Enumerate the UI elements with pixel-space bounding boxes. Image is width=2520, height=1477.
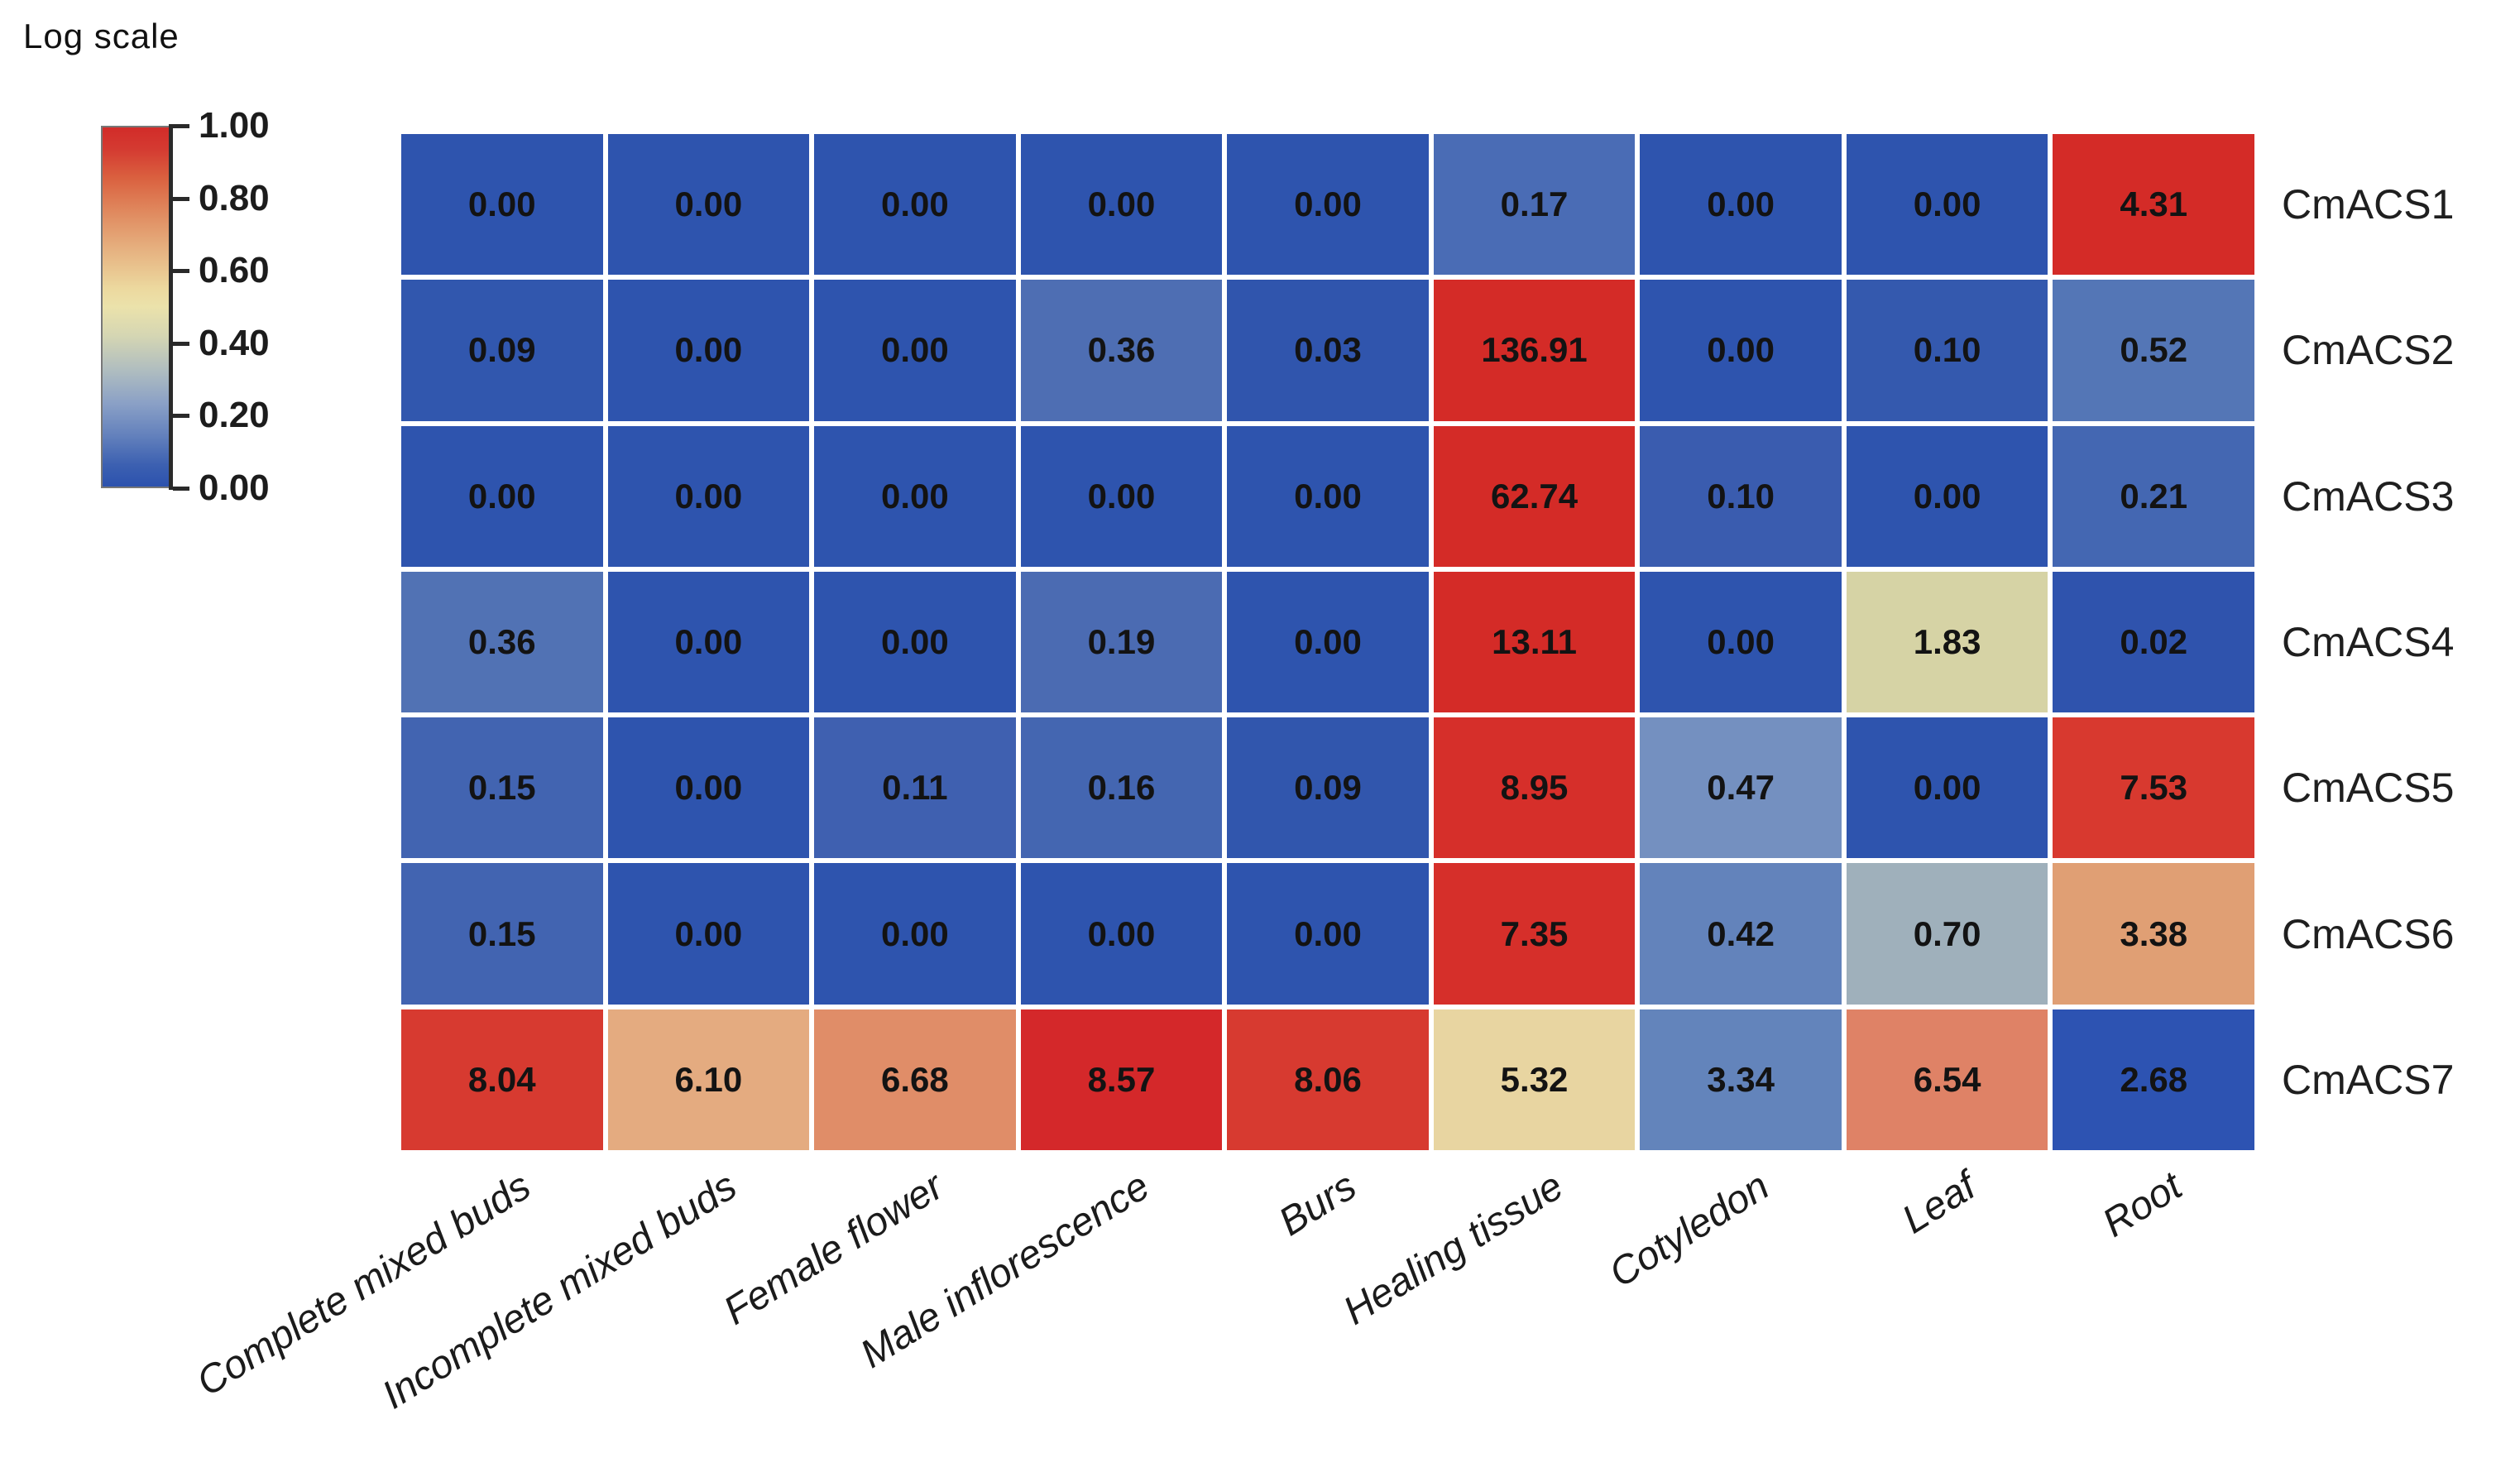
heatmap-cell: 0.00 <box>607 425 810 567</box>
colorbar-tick-mark <box>173 341 189 346</box>
colorbar-tick-label: 0.40 <box>199 322 270 363</box>
heatmap-cell: 0.00 <box>1020 425 1223 567</box>
heatmap-cell: 0.36 <box>401 571 603 713</box>
heatmap-cell: 8.06 <box>1227 1009 1429 1150</box>
heatmap-cell: 0.10 <box>1640 425 1842 567</box>
heatmap-cell: 0.00 <box>1227 134 1429 276</box>
row-label-cmacs4: CmACS4 <box>2282 619 2455 665</box>
heatmap-cell: 0.00 <box>1020 134 1223 276</box>
heatmap-cell: 8.57 <box>1020 1009 1223 1150</box>
heatmap-cell: 5.32 <box>1433 1009 1636 1150</box>
heatmap-cell: 0.00 <box>607 280 810 421</box>
heatmap-cell: 0.00 <box>1227 425 1429 567</box>
heatmap-cell: 0.00 <box>1227 863 1429 1005</box>
heatmap-cell: 0.00 <box>401 425 603 567</box>
column-label: Cotyledon <box>1602 1163 1777 1297</box>
column-label: Complete mixed buds <box>189 1163 539 1405</box>
heatmap-cell: 0.47 <box>1640 717 1842 859</box>
heatmap-grid: 0.00 0.00 0.00 0.00 0.00 0.17 0.00 0.00 4.31 0.09… <box>401 134 2254 1150</box>
heatmap-cell: 0.19 <box>1020 571 1223 713</box>
heatmap-cell: 0.00 <box>1227 571 1429 713</box>
column-label: Incomplete mixed buds <box>375 1163 745 1418</box>
heatmap-cell: 0.00 <box>607 571 810 713</box>
heatmap-cell: 13.11 <box>1433 571 1636 713</box>
heatmap-cell: 4.31 <box>2053 134 2254 276</box>
colorbar-tick-mark <box>173 487 189 491</box>
heatmap-cell: 0.00 <box>1640 280 1842 421</box>
heatmap-cell: 0.11 <box>814 717 1016 859</box>
column-label: Root <box>2095 1163 2190 1246</box>
heatmap-cell: 7.53 <box>2053 717 2254 859</box>
row-label-cmacs7: CmACS7 <box>2282 1056 2455 1103</box>
heatmap-cell: 0.09 <box>401 280 603 421</box>
heatmap-cell: 0.09 <box>1227 717 1429 859</box>
heatmap-cell: 0.00 <box>814 571 1016 713</box>
heatmap-cell: 0.00 <box>1846 717 2048 859</box>
column-label-box: Complete mixed buds <box>0 1163 539 1477</box>
heatmap-cell: 0.21 <box>2053 425 2254 567</box>
heatmap-cell: 0.00 <box>1640 134 1842 276</box>
heatmap-cell: 0.00 <box>607 134 810 276</box>
row-label-cmacs1: CmACS1 <box>2282 181 2455 228</box>
heatmap-cell: 0.00 <box>814 863 1016 1005</box>
heatmap-cell: 0.02 <box>2053 571 2254 713</box>
heatmap-cell: 0.00 <box>814 134 1016 276</box>
heatmap-cell: 0.00 <box>814 425 1016 567</box>
colorbar-tick-label: 0.60 <box>199 250 270 291</box>
heatmap-cell: 0.36 <box>1020 280 1223 421</box>
row-label-cmacs6: CmACS6 <box>2282 910 2455 957</box>
colorbar-gradient <box>101 126 170 488</box>
heatmap-cell: 3.38 <box>2053 863 2254 1005</box>
heatmap-cell: 3.34 <box>1640 1009 1842 1150</box>
heatmap-cell: 0.03 <box>1227 280 1429 421</box>
heatmap-cell: 0.00 <box>814 280 1016 421</box>
colorbar-axis-spine <box>169 124 173 490</box>
row-label-cmacs3: CmACS3 <box>2282 472 2455 520</box>
heatmap-cell: 0.16 <box>1020 717 1223 859</box>
heatmap-cell: 0.42 <box>1640 863 1842 1005</box>
heatmap-cell: 0.00 <box>1846 425 2048 567</box>
heatmap-cell: 0.10 <box>1846 280 2048 421</box>
heatmap-cell: 1.83 <box>1846 571 2048 713</box>
heatmap-cell: 6.10 <box>607 1009 810 1150</box>
heatmap-cell: 7.35 <box>1433 863 1636 1005</box>
row-label-cmacs5: CmACS5 <box>2282 765 2455 812</box>
colorbar-title: Log scale <box>23 17 180 55</box>
colorbar-tick-label: 0.20 <box>199 395 270 436</box>
heatmap-cell: 0.15 <box>401 717 603 859</box>
heatmap-cell: 0.52 <box>2053 280 2254 421</box>
heatmap-cell: 0.15 <box>401 863 603 1005</box>
colorbar-tick-mark <box>173 269 189 274</box>
heatmap-cell: 62.74 <box>1433 425 1636 567</box>
heatmap-cell: 136.91 <box>1433 280 1636 421</box>
heatmap-cell: 0.00 <box>401 134 603 276</box>
heatmap-cell: 6.54 <box>1846 1009 2048 1150</box>
heatmap-cell: 0.00 <box>607 717 810 859</box>
heatmap-cell: 0.00 <box>1846 134 2048 276</box>
colorbar-tick-mark <box>173 414 189 419</box>
heatmap-cell: 8.04 <box>401 1009 603 1150</box>
heatmap-cell: 0.00 <box>1640 571 1842 713</box>
row-label-cmacs2: CmACS2 <box>2282 327 2455 374</box>
colorbar-tick-label: 0.00 <box>199 468 270 508</box>
heatmap-cell: 0.70 <box>1846 863 2048 1005</box>
heatmap-cell: 2.68 <box>2053 1009 2254 1150</box>
heatmap-cell: 8.95 <box>1433 717 1636 859</box>
colorbar-tick-label: 0.80 <box>199 177 270 218</box>
heatmap-cell: 0.00 <box>607 863 810 1005</box>
colorbar-tick-mark <box>173 124 189 128</box>
colorbar-tick-label: 1.00 <box>199 105 270 146</box>
column-label: Burs <box>1271 1163 1364 1245</box>
heatmap-cell: 6.68 <box>814 1009 1016 1150</box>
heatmap-cell: 0.00 <box>1020 863 1223 1005</box>
column-label: Leaf <box>1894 1163 1984 1243</box>
colorbar-tick-mark <box>173 196 189 201</box>
heatmap-cell: 0.17 <box>1433 134 1636 276</box>
